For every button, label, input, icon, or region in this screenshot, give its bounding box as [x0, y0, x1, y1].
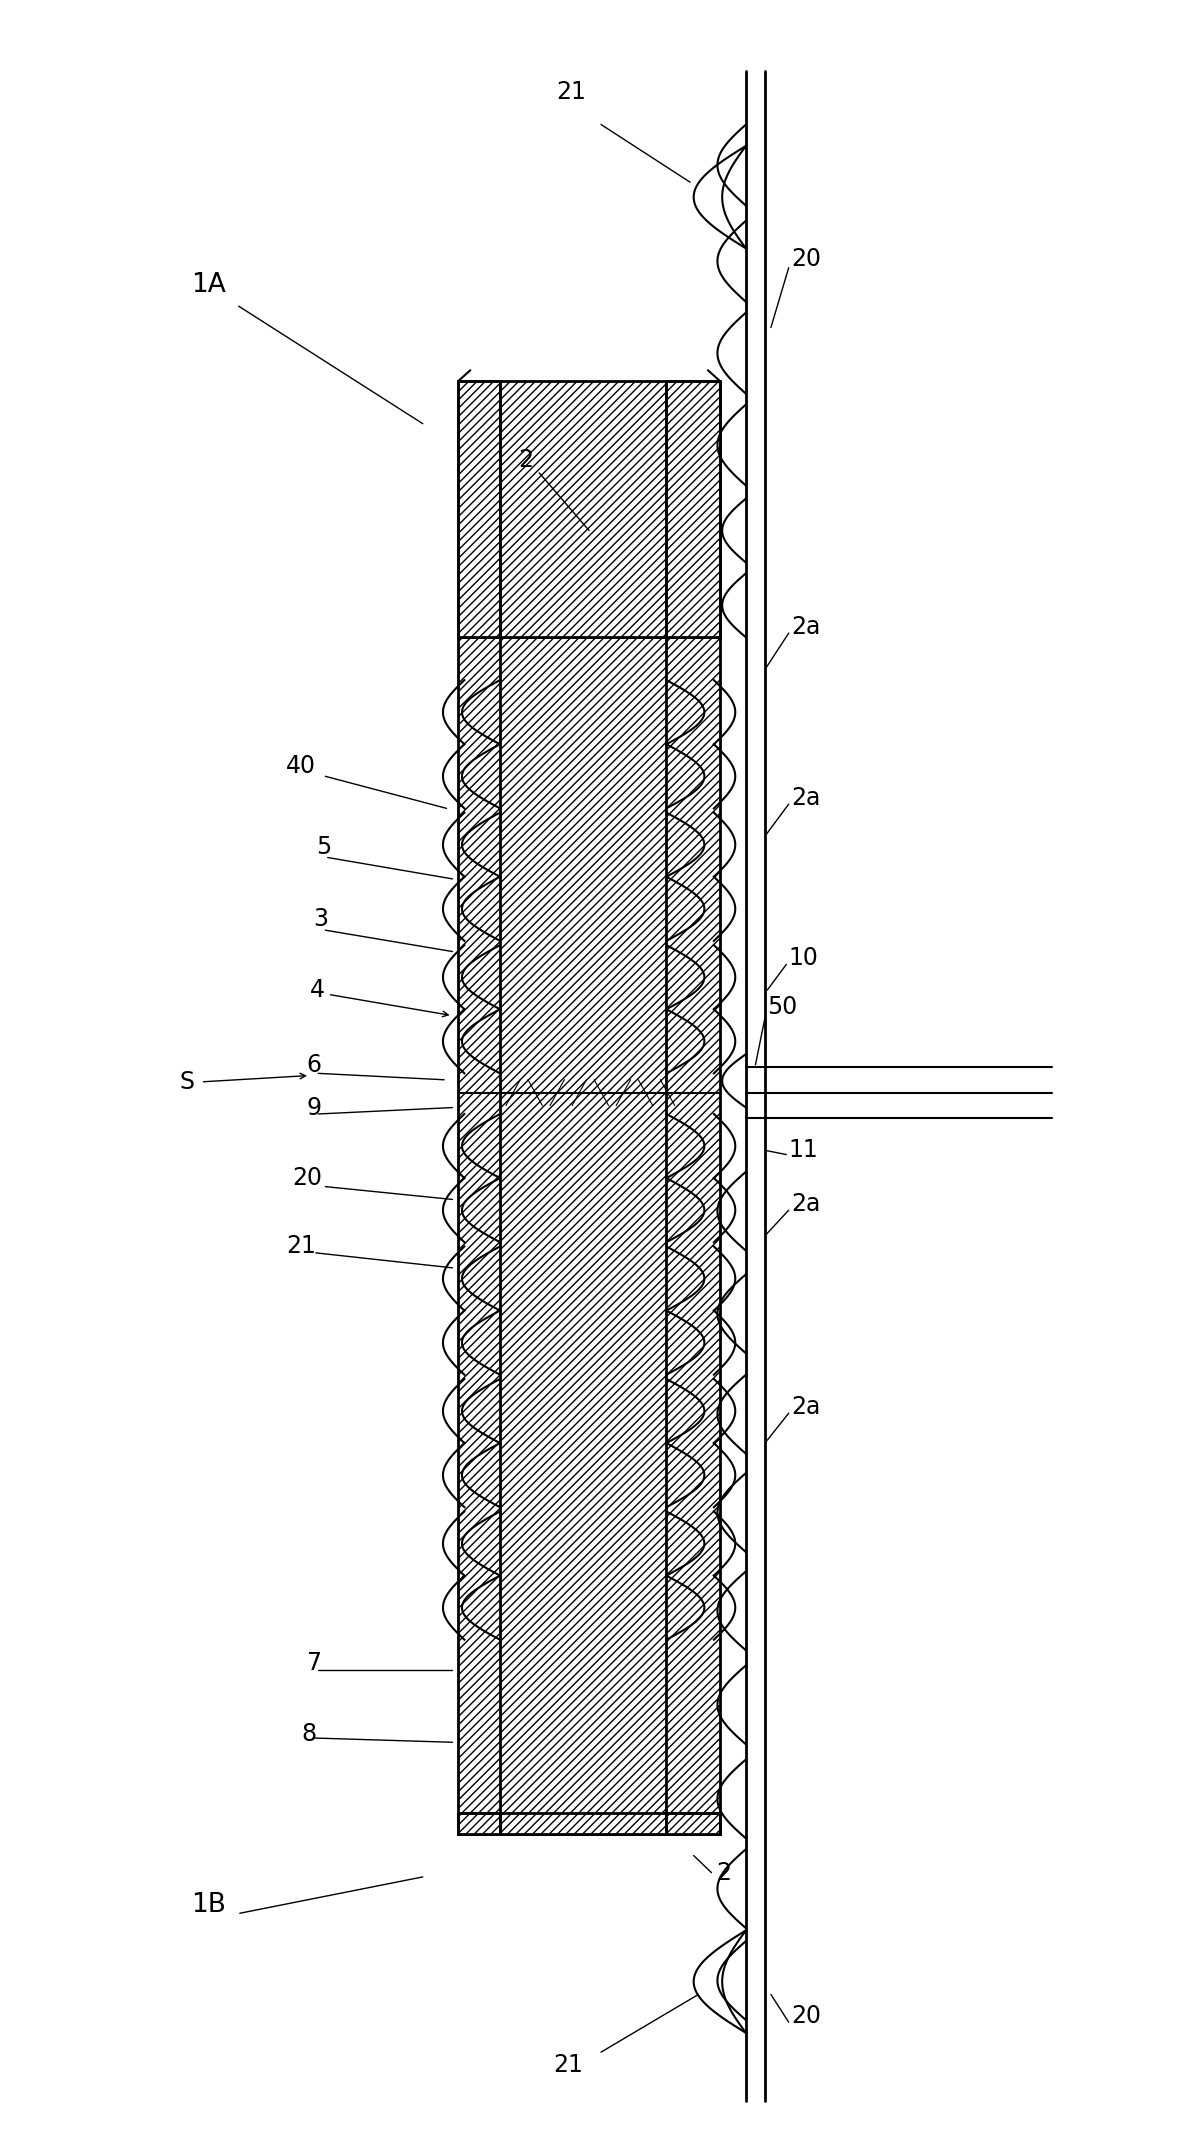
- Text: S: S: [179, 1069, 195, 1095]
- Text: 9: 9: [307, 1095, 321, 1119]
- Text: 1A: 1A: [191, 271, 226, 297]
- Text: 20: 20: [791, 247, 821, 271]
- Text: 50: 50: [767, 996, 798, 1020]
- Text: 1B: 1B: [191, 1891, 226, 1919]
- Text: 7: 7: [307, 1652, 321, 1676]
- Text: 20: 20: [791, 2005, 821, 2028]
- Text: 2: 2: [716, 1861, 731, 1884]
- Text: 21: 21: [286, 1235, 316, 1258]
- Text: 2: 2: [518, 447, 532, 471]
- Text: 3: 3: [314, 908, 328, 931]
- Bar: [458, 1813, 720, 1835]
- Text: 21: 21: [553, 2052, 583, 2078]
- Text: 10: 10: [789, 946, 819, 970]
- Bar: [458, 637, 720, 1835]
- Text: 2a: 2a: [791, 1192, 821, 1215]
- Text: 11: 11: [789, 1138, 819, 1162]
- Text: 2a: 2a: [791, 615, 821, 639]
- Text: 40: 40: [286, 753, 316, 779]
- Text: 4: 4: [310, 979, 325, 1002]
- Text: 2a: 2a: [791, 785, 821, 809]
- Text: 8: 8: [302, 1721, 316, 1747]
- Text: 21: 21: [557, 80, 587, 105]
- Bar: [458, 381, 720, 637]
- Text: 20: 20: [292, 1166, 322, 1190]
- Text: 5: 5: [316, 835, 331, 858]
- Text: 6: 6: [307, 1052, 321, 1078]
- Text: 2a: 2a: [791, 1394, 821, 1420]
